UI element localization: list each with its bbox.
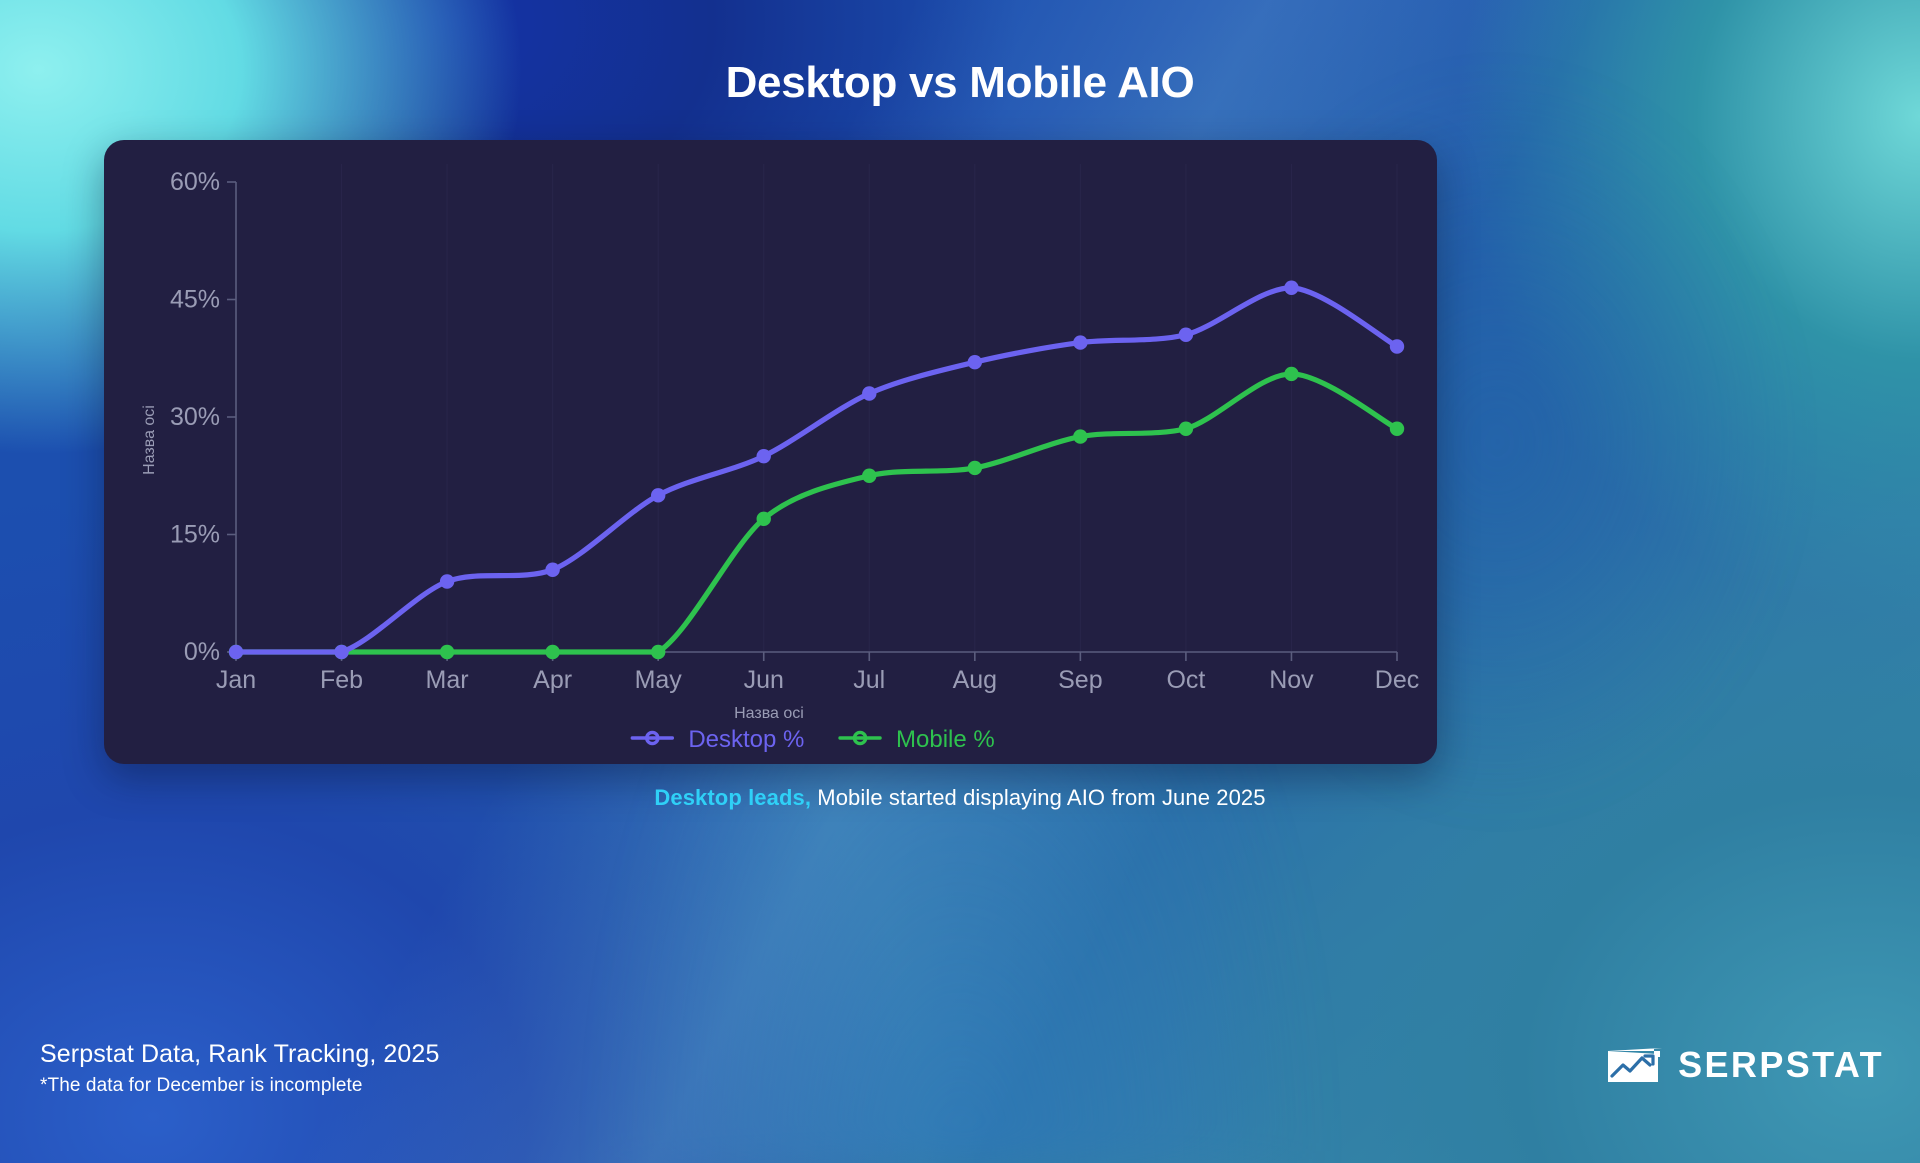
- data-point: [1073, 429, 1088, 444]
- footer-note: *The data for December is incomplete: [40, 1075, 363, 1096]
- footer-source: Serpstat Data, Rank Tracking, 2025: [40, 1040, 440, 1068]
- data-point: [862, 386, 877, 401]
- x-tick-label: Oct: [1166, 666, 1205, 694]
- series-line: [233, 285, 1400, 655]
- data-point: [1073, 335, 1088, 350]
- x-tick-label: Jul: [853, 666, 885, 694]
- caption-lead: Desktop leads,: [654, 785, 812, 810]
- chart-legend: Desktop % Mobile %: [630, 726, 995, 753]
- chart-svg: 0% 15% 30% 45% 60% Jan Feb Mar Apr May Jun Jul Aug Se…: [141, 164, 1419, 753]
- x-tick-label: Jan: [216, 666, 256, 694]
- data-point: [334, 644, 349, 660]
- data-point: [1178, 421, 1194, 436]
- data-point: [545, 562, 560, 577]
- series-line: [233, 371, 1400, 655]
- legend-marker: [852, 730, 868, 746]
- data-point: [650, 644, 666, 660]
- x-axis-title: Назва осі: [734, 705, 804, 722]
- data-point: [1389, 421, 1405, 436]
- chart-caption: Desktop leads, Mobile started displaying…: [0, 785, 1920, 811]
- data-point: [756, 448, 771, 464]
- logo-wordmark: Serpstat: [1678, 1044, 1884, 1085]
- y-tick-label: 15%: [170, 521, 220, 549]
- y-tick-label: 60%: [170, 168, 220, 196]
- data-point: [1178, 327, 1194, 342]
- legend-item[interactable]: Mobile %: [838, 726, 995, 753]
- footer-source-block: Serpstat Data, Rank Tracking, 2025 *The …: [40, 1040, 439, 1097]
- data-point: [967, 460, 983, 476]
- data-point: [862, 468, 877, 483]
- x-tick-label: Aug: [953, 666, 997, 694]
- line-chart: 0% 15% 30% 45% 60% Jan Feb Mar Apr May Jun Jul Aug Se…: [104, 140, 1437, 764]
- x-tick-label: Sep: [1058, 666, 1102, 694]
- legend-marker: [645, 730, 660, 746]
- y-tick-label: 45%: [170, 286, 220, 314]
- y-tick-label: 30%: [170, 403, 220, 431]
- data-point: [1389, 339, 1405, 354]
- data-point: [756, 511, 771, 527]
- y-axis-title: Назва осі: [141, 405, 158, 475]
- data-point: [1284, 280, 1299, 295]
- serpstat-logo: Serpstat: [1606, 1044, 1884, 1086]
- x-tick-label: Apr: [533, 666, 572, 694]
- x-tick-label: Mar: [426, 666, 469, 694]
- x-tick-label: May: [635, 666, 683, 694]
- caption-rest: Mobile started displaying AIO from June …: [811, 785, 1266, 810]
- data-point: [545, 644, 560, 660]
- x-tick-label: Nov: [1269, 666, 1314, 694]
- x-tick-label: Feb: [320, 666, 363, 694]
- chart-card: 0% 15% 30% 45% 60% Jan Feb Mar Apr May Jun Jul Aug Se…: [104, 140, 1437, 764]
- x-tick-label: Dec: [1375, 666, 1419, 694]
- y-tick-label: 0%: [184, 638, 220, 666]
- legend-label: Desktop %: [688, 726, 804, 753]
- data-point: [439, 644, 455, 660]
- legend-label: Mobile %: [896, 726, 995, 753]
- x-tick-label: Jun: [744, 666, 784, 694]
- data-point: [1284, 366, 1299, 382]
- data-point: [228, 644, 244, 660]
- legend-item[interactable]: Desktop %: [630, 726, 804, 753]
- data-point: [439, 574, 455, 589]
- page-title: Desktop vs Mobile AIO: [725, 58, 1195, 107]
- data-point: [650, 488, 666, 503]
- chart-arrow-icon: [1608, 1048, 1663, 1082]
- data-point: [967, 354, 983, 370]
